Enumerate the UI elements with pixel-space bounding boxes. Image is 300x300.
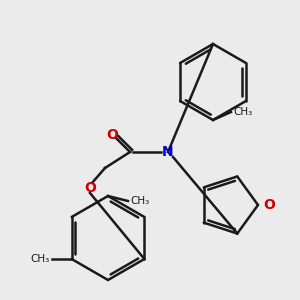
Text: O: O bbox=[263, 198, 275, 212]
Text: N: N bbox=[162, 145, 174, 159]
Text: O: O bbox=[84, 181, 96, 195]
Text: CH₃: CH₃ bbox=[233, 107, 252, 117]
Text: CH₃: CH₃ bbox=[130, 196, 149, 206]
Text: O: O bbox=[106, 128, 118, 142]
Text: CH₃: CH₃ bbox=[30, 254, 50, 264]
